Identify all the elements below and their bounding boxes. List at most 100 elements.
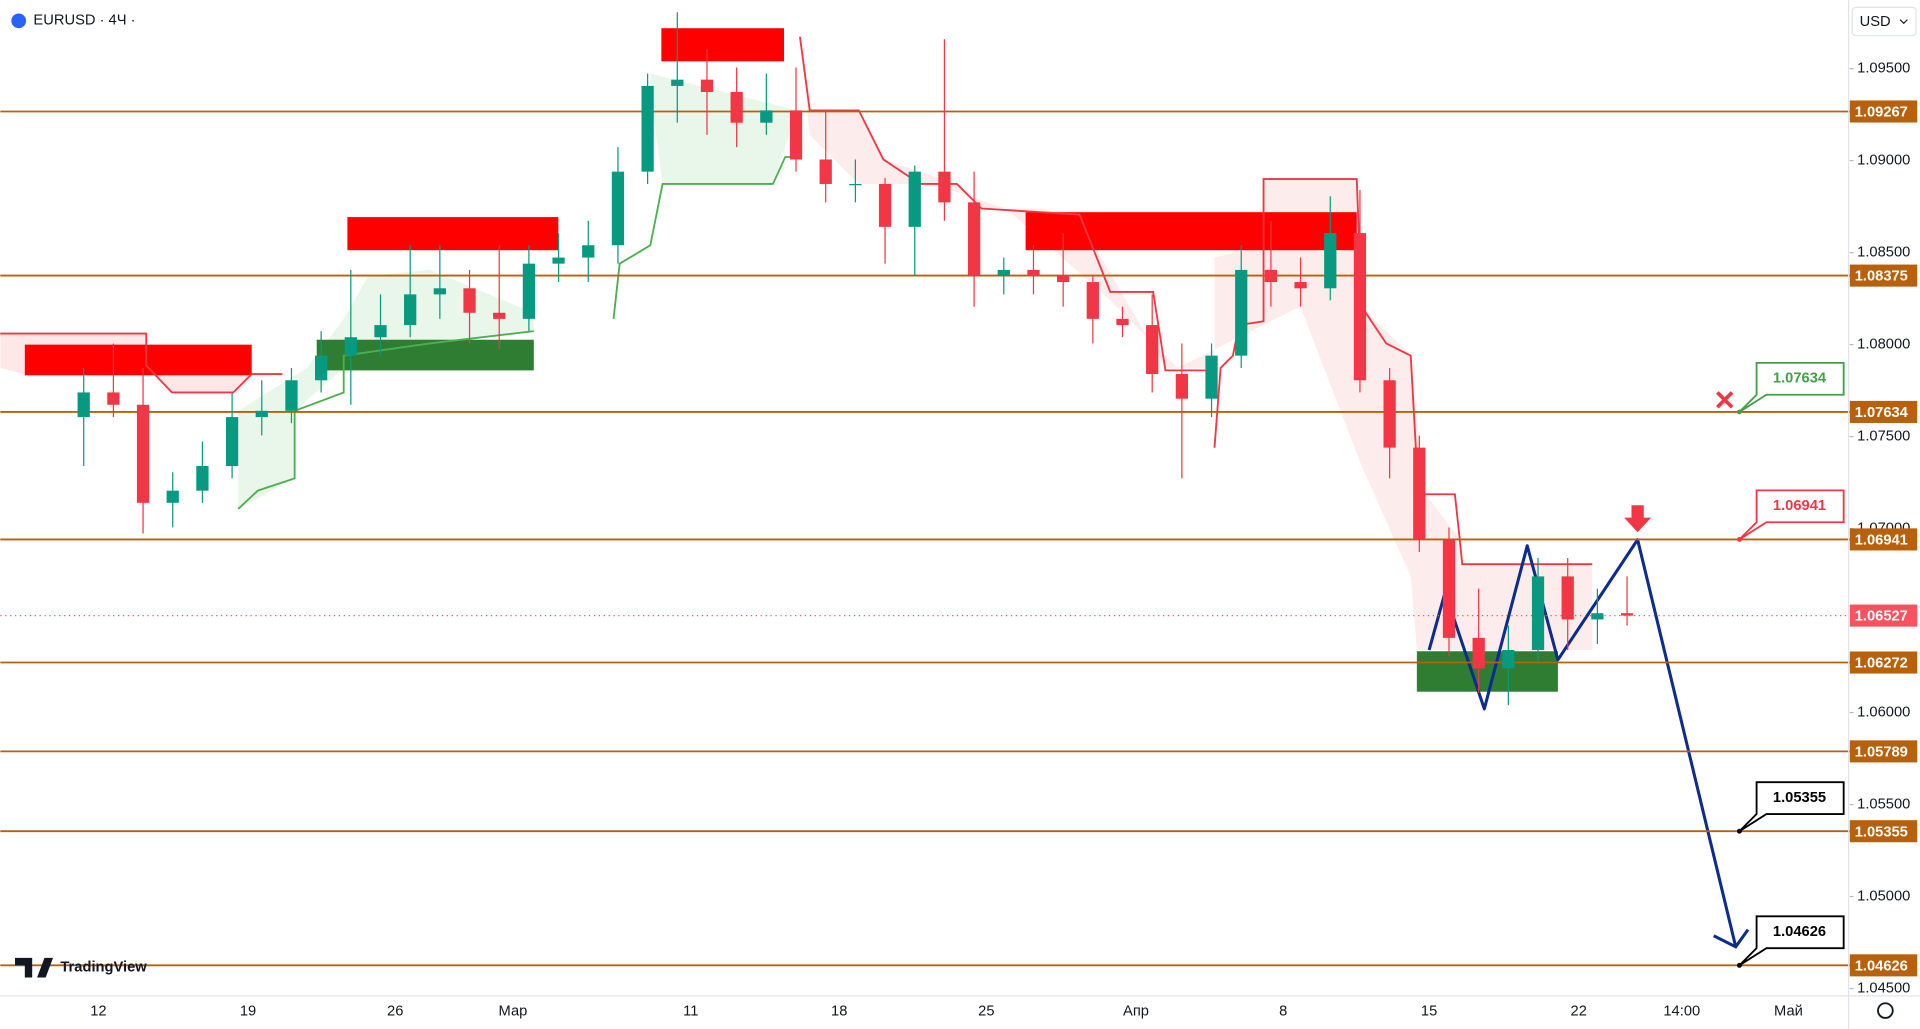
candle-body	[463, 288, 476, 313]
candle-body	[374, 325, 387, 338]
demand-zone	[1416, 651, 1558, 692]
candle-body	[225, 417, 239, 467]
candle-body	[611, 171, 625, 246]
callout-box	[1738, 915, 1845, 967]
callout-box	[1738, 361, 1845, 413]
trail-stop	[612, 156, 798, 319]
trail-stop	[0, 332, 283, 394]
supply-zone	[24, 344, 252, 376]
x-tick-label: Мар	[499, 1004, 528, 1020]
candle-body	[849, 183, 862, 186]
callout-label: 1.05355	[1773, 790, 1826, 806]
candle-body	[1413, 447, 1426, 540]
candle-body	[433, 288, 446, 295]
candle-body	[344, 337, 357, 356]
currency-label[interactable]: USD	[1860, 14, 1891, 30]
level-label: 1.05355	[1855, 824, 1908, 840]
labels: 1.095001.090001.085001.080001.075001.070…	[90, 61, 1918, 1020]
last-price-label: 1.06527	[1855, 609, 1908, 625]
x-tick-label: 8	[1279, 1004, 1287, 1020]
callout-anchor	[1736, 409, 1742, 415]
candle-body	[493, 312, 506, 319]
candle-body	[522, 263, 536, 319]
y-tick-label: 1.05500	[1857, 796, 1910, 812]
bear-fill	[799, 36, 1593, 651]
callout-label: 1.07634	[1773, 371, 1827, 387]
candle-body	[77, 392, 90, 418]
candle-body	[1086, 282, 1099, 319]
supply-zone	[661, 28, 785, 62]
candle-body	[552, 257, 565, 264]
candle-body	[1264, 269, 1278, 283]
candle-body	[255, 410, 268, 418]
currency-chevron	[1899, 19, 1908, 25]
candle-body	[1057, 275, 1070, 283]
candle-body	[819, 159, 832, 184]
x-tick-label: 15	[1421, 1004, 1437, 1020]
level-label-bg	[1849, 651, 1918, 674]
x-tick-label: 22	[1571, 1004, 1587, 1020]
candle-body	[1502, 650, 1515, 669]
y-tick-label: 1.08500	[1857, 244, 1910, 260]
y-tick-label: 1.07500	[1857, 428, 1910, 444]
callout-anchor	[1736, 536, 1742, 542]
x-tick-label: 19	[240, 1004, 256, 1020]
trail-stop	[237, 330, 534, 510]
callout-label: 1.04626	[1773, 924, 1826, 940]
down-arrow	[1624, 505, 1652, 533]
y-tick-label: 1.09500	[1857, 61, 1910, 77]
level-label-bg	[1849, 528, 1918, 551]
x-tick-label: 12	[90, 1004, 106, 1020]
levels	[0, 110, 1850, 967]
last-price-bg	[1849, 604, 1918, 627]
candle-body	[1027, 269, 1040, 276]
level-label-bg	[1849, 400, 1918, 423]
x-tick-label: 18	[831, 1004, 847, 1020]
x-tick-label: 26	[387, 1004, 403, 1020]
x-tick-label: Май	[1774, 1004, 1803, 1020]
x-tick-label: Апр	[1123, 1004, 1149, 1020]
level-label-bg	[1849, 264, 1918, 287]
y-tick-label: 1.09000	[1857, 153, 1910, 169]
candle-body	[404, 294, 417, 326]
candle-body	[136, 404, 150, 503]
candle-body	[315, 355, 328, 381]
supply-zone	[347, 217, 559, 251]
y-tick-label: 1.04500	[1857, 980, 1910, 996]
candle-body	[789, 110, 803, 160]
candle-body	[1205, 355, 1218, 399]
candle-body	[1324, 233, 1337, 289]
candle-body	[107, 392, 120, 405]
level-label-bg	[1849, 100, 1918, 123]
candle-body	[760, 110, 773, 123]
candle-body	[967, 202, 981, 276]
callout-box	[1738, 489, 1845, 541]
y-tick-label: 1.06000	[1857, 704, 1910, 720]
settings-icon[interactable]	[1877, 1002, 1894, 1019]
candle-body	[1561, 576, 1574, 620]
candle-body	[582, 245, 595, 258]
candle-body	[1442, 539, 1456, 638]
candle-body	[997, 269, 1010, 276]
level-label-bg	[1849, 820, 1918, 843]
candle-body	[166, 490, 179, 503]
currency-button[interactable]	[1851, 6, 1917, 37]
candle-body	[1531, 576, 1545, 651]
supply-zone	[1025, 212, 1357, 251]
candle-body	[1620, 613, 1634, 616]
candle-body	[1383, 380, 1396, 448]
candle-body	[196, 466, 209, 491]
level-label: 1.06272	[1855, 656, 1908, 672]
level-label: 1.05789	[1855, 744, 1908, 760]
candle-body	[285, 380, 298, 411]
x-tick-label: 14:00	[1663, 1004, 1700, 1020]
x-tick-label: 11	[683, 1004, 698, 1020]
candle-body	[730, 91, 743, 123]
candle-body	[1472, 637, 1485, 669]
candle-body	[1353, 233, 1367, 381]
candle-body	[1294, 282, 1307, 289]
y-tick-label: 1.08000	[1857, 336, 1910, 352]
callout-anchor	[1736, 962, 1742, 968]
